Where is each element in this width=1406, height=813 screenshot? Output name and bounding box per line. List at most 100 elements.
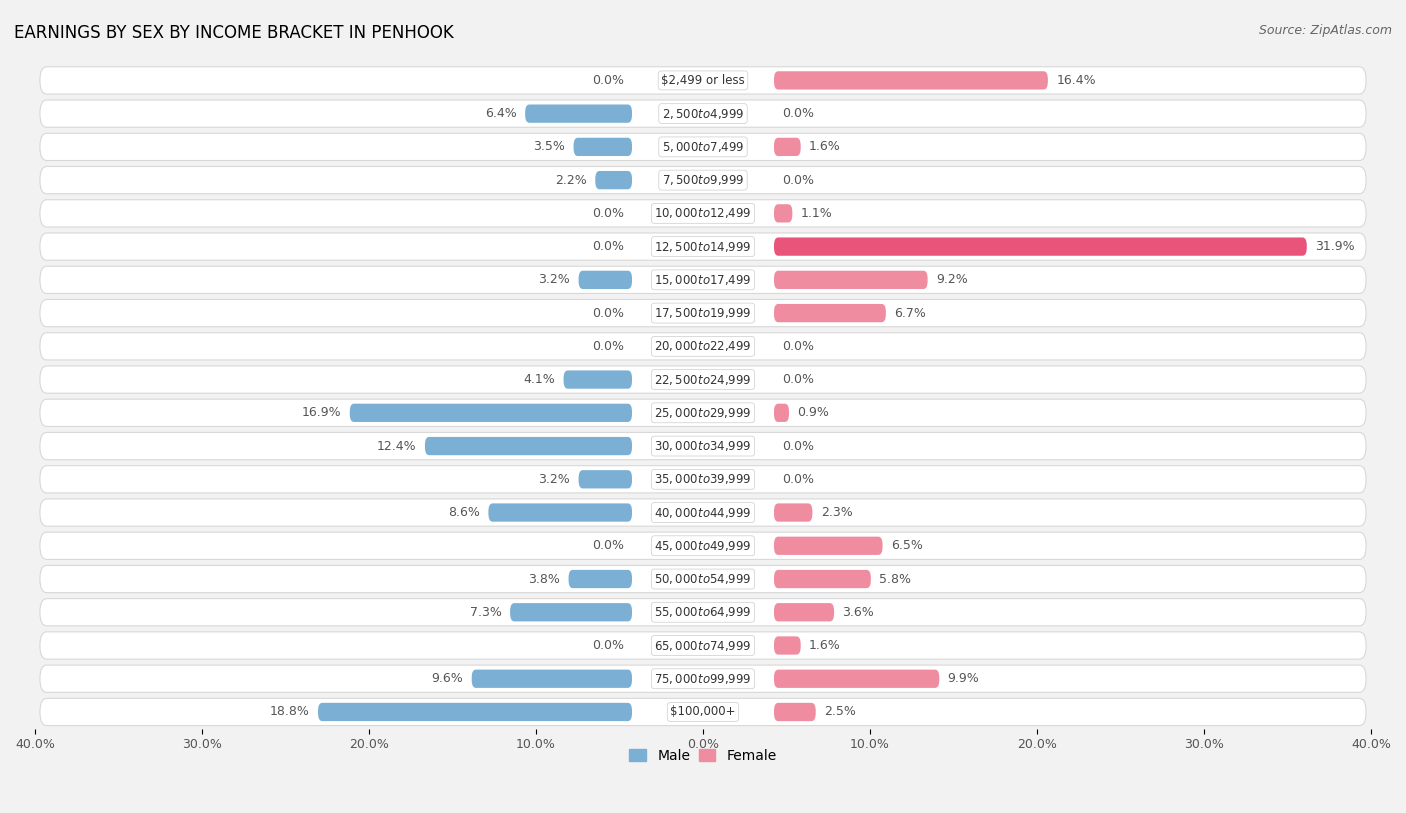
FancyBboxPatch shape — [39, 399, 1367, 427]
FancyBboxPatch shape — [524, 105, 633, 123]
FancyBboxPatch shape — [39, 598, 1367, 626]
Text: 6.5%: 6.5% — [891, 539, 922, 552]
Text: $40,000 to $44,999: $40,000 to $44,999 — [654, 506, 752, 520]
FancyBboxPatch shape — [39, 665, 1367, 693]
FancyBboxPatch shape — [39, 299, 1367, 327]
Text: 3.6%: 3.6% — [842, 606, 875, 619]
Text: 0.0%: 0.0% — [782, 174, 814, 187]
Text: 1.6%: 1.6% — [808, 639, 841, 652]
FancyBboxPatch shape — [39, 133, 1367, 160]
Text: 9.2%: 9.2% — [936, 273, 967, 286]
Text: 8.6%: 8.6% — [449, 506, 479, 519]
FancyBboxPatch shape — [471, 670, 633, 688]
Text: $75,000 to $99,999: $75,000 to $99,999 — [654, 672, 752, 685]
Text: 7.3%: 7.3% — [470, 606, 502, 619]
Text: 3.8%: 3.8% — [529, 572, 560, 585]
FancyBboxPatch shape — [39, 466, 1367, 493]
FancyBboxPatch shape — [773, 204, 793, 223]
FancyBboxPatch shape — [773, 237, 1306, 256]
Text: $35,000 to $39,999: $35,000 to $39,999 — [654, 472, 752, 486]
FancyBboxPatch shape — [595, 171, 633, 189]
FancyBboxPatch shape — [39, 499, 1367, 526]
Text: 0.0%: 0.0% — [782, 473, 814, 486]
FancyBboxPatch shape — [510, 603, 633, 621]
FancyBboxPatch shape — [39, 333, 1367, 360]
FancyBboxPatch shape — [773, 137, 800, 156]
FancyBboxPatch shape — [39, 67, 1367, 94]
Text: $5,000 to $7,499: $5,000 to $7,499 — [662, 140, 744, 154]
Text: 1.6%: 1.6% — [808, 141, 841, 154]
Text: 18.8%: 18.8% — [270, 706, 309, 719]
FancyBboxPatch shape — [579, 470, 633, 489]
Text: 0.0%: 0.0% — [592, 340, 624, 353]
Text: $12,500 to $14,999: $12,500 to $14,999 — [654, 240, 752, 254]
Text: 3.2%: 3.2% — [538, 273, 571, 286]
Text: $100,000+: $100,000+ — [671, 706, 735, 719]
FancyBboxPatch shape — [564, 371, 633, 389]
Text: 0.0%: 0.0% — [782, 107, 814, 120]
FancyBboxPatch shape — [39, 266, 1367, 293]
Text: 12.4%: 12.4% — [377, 440, 416, 453]
Text: $17,500 to $19,999: $17,500 to $19,999 — [654, 306, 752, 320]
Text: 6.7%: 6.7% — [894, 307, 927, 320]
Text: 9.6%: 9.6% — [432, 672, 464, 685]
FancyBboxPatch shape — [773, 271, 928, 289]
FancyBboxPatch shape — [318, 703, 633, 721]
Text: 0.9%: 0.9% — [797, 406, 830, 420]
Text: 31.9%: 31.9% — [1315, 240, 1355, 253]
Text: 2.3%: 2.3% — [821, 506, 852, 519]
FancyBboxPatch shape — [773, 570, 870, 588]
Text: 0.0%: 0.0% — [592, 74, 624, 87]
Text: 0.0%: 0.0% — [592, 207, 624, 220]
FancyBboxPatch shape — [39, 233, 1367, 260]
Text: 0.0%: 0.0% — [592, 307, 624, 320]
Text: 5.8%: 5.8% — [879, 572, 911, 585]
FancyBboxPatch shape — [773, 637, 800, 654]
FancyBboxPatch shape — [39, 533, 1367, 559]
Text: EARNINGS BY SEX BY INCOME BRACKET IN PENHOOK: EARNINGS BY SEX BY INCOME BRACKET IN PEN… — [14, 24, 454, 42]
FancyBboxPatch shape — [350, 404, 633, 422]
FancyBboxPatch shape — [39, 565, 1367, 593]
Text: $22,500 to $24,999: $22,500 to $24,999 — [654, 372, 752, 386]
Text: 0.0%: 0.0% — [782, 373, 814, 386]
FancyBboxPatch shape — [579, 271, 633, 289]
FancyBboxPatch shape — [39, 632, 1367, 659]
FancyBboxPatch shape — [568, 570, 633, 588]
Text: $7,500 to $9,999: $7,500 to $9,999 — [662, 173, 744, 187]
Legend: Male, Female: Male, Female — [624, 743, 782, 768]
FancyBboxPatch shape — [574, 137, 633, 156]
FancyBboxPatch shape — [39, 366, 1367, 393]
Text: Source: ZipAtlas.com: Source: ZipAtlas.com — [1258, 24, 1392, 37]
Text: 3.5%: 3.5% — [533, 141, 565, 154]
Text: $15,000 to $17,499: $15,000 to $17,499 — [654, 273, 752, 287]
Text: $25,000 to $29,999: $25,000 to $29,999 — [654, 406, 752, 420]
FancyBboxPatch shape — [39, 167, 1367, 193]
Text: 1.1%: 1.1% — [800, 207, 832, 220]
Text: 2.5%: 2.5% — [824, 706, 856, 719]
Text: 0.0%: 0.0% — [592, 240, 624, 253]
FancyBboxPatch shape — [39, 698, 1367, 726]
Text: 3.2%: 3.2% — [538, 473, 571, 486]
Text: 4.1%: 4.1% — [523, 373, 555, 386]
FancyBboxPatch shape — [773, 503, 813, 522]
Text: 0.0%: 0.0% — [782, 440, 814, 453]
FancyBboxPatch shape — [39, 100, 1367, 128]
Text: 0.0%: 0.0% — [592, 539, 624, 552]
FancyBboxPatch shape — [773, 404, 789, 422]
Text: $30,000 to $34,999: $30,000 to $34,999 — [654, 439, 752, 453]
Text: $20,000 to $22,499: $20,000 to $22,499 — [654, 339, 752, 354]
Text: 2.2%: 2.2% — [555, 174, 586, 187]
Text: $10,000 to $12,499: $10,000 to $12,499 — [654, 207, 752, 220]
FancyBboxPatch shape — [773, 72, 1047, 89]
FancyBboxPatch shape — [773, 703, 815, 721]
FancyBboxPatch shape — [425, 437, 633, 455]
Text: 16.9%: 16.9% — [302, 406, 342, 420]
Text: $2,500 to $4,999: $2,500 to $4,999 — [662, 107, 744, 120]
FancyBboxPatch shape — [39, 200, 1367, 227]
Text: $65,000 to $74,999: $65,000 to $74,999 — [654, 638, 752, 653]
Text: $50,000 to $54,999: $50,000 to $54,999 — [654, 572, 752, 586]
Text: 16.4%: 16.4% — [1056, 74, 1095, 87]
Text: 6.4%: 6.4% — [485, 107, 517, 120]
FancyBboxPatch shape — [773, 670, 939, 688]
Text: 9.9%: 9.9% — [948, 672, 980, 685]
